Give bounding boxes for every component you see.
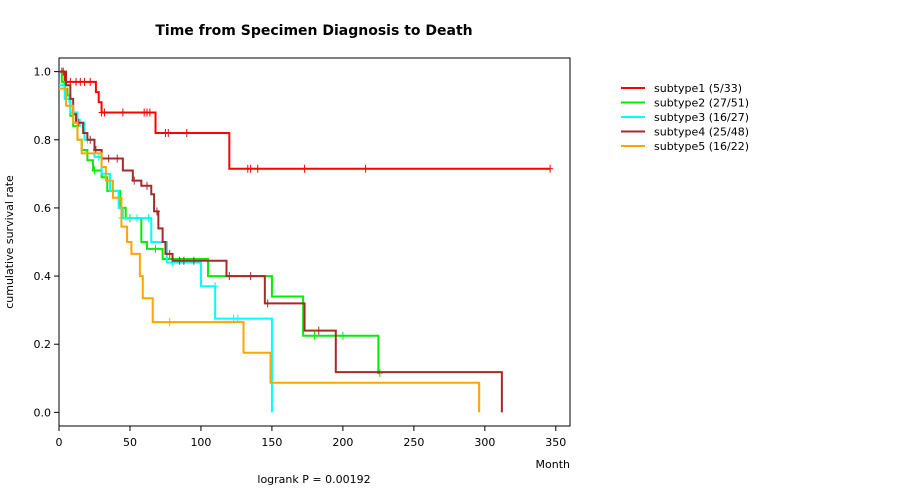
series-5 (59, 87, 481, 413)
legend-entry: subtype4 (25/48) (654, 126, 749, 139)
series-4 (59, 67, 503, 413)
x-axis-label: Month (536, 458, 571, 471)
legend-entry: subtype5 (16/22) (654, 140, 749, 153)
x-tick-label: 0 (56, 436, 63, 449)
x-tick-label: 150 (261, 436, 282, 449)
logrank-annotation: logrank P = 0.00192 (257, 473, 370, 486)
censor-mark (183, 128, 190, 137)
x-axis: 0 50 100 150 200 250 300 350 (56, 426, 566, 449)
censor-mark (101, 108, 108, 117)
censor-mark (87, 77, 94, 86)
censor-mark (81, 77, 88, 86)
censor-mark (166, 249, 173, 258)
censor-mark (166, 318, 173, 327)
censor-mark (134, 214, 141, 223)
censor-mark (91, 166, 98, 175)
censor-mark (105, 154, 112, 163)
censor-mark (180, 256, 187, 265)
censor-mark (114, 154, 121, 163)
censor-mark (301, 164, 308, 173)
censor-mark (264, 299, 271, 308)
survival-curve-line (59, 70, 380, 375)
censor-mark (247, 164, 254, 173)
x-tick-label: 300 (474, 436, 495, 449)
x-tick-label: 350 (545, 436, 566, 449)
y-axis-label: cumulative survival rate (3, 175, 16, 309)
censor-mark (212, 282, 219, 291)
survival-curve-line (59, 84, 273, 413)
censor-mark (145, 214, 152, 223)
survival-curve-line (59, 70, 503, 413)
censor-mark (254, 164, 261, 173)
x-tick-label: 200 (332, 436, 353, 449)
y-tick-label: 0.8 (34, 134, 52, 147)
censor-mark (131, 176, 138, 185)
legend-entry: subtype2 (27/51) (654, 97, 749, 110)
censor-mark (339, 331, 346, 340)
y-tick-label: 0.0 (34, 406, 52, 419)
survival-curves (58, 67, 554, 413)
censor-mark (362, 164, 369, 173)
x-tick-label: 50 (123, 436, 137, 449)
legend-entry: subtype3 (16/27) (654, 111, 749, 124)
censor-mark (146, 108, 153, 117)
censor-mark (144, 181, 151, 190)
censor-mark (60, 67, 67, 76)
y-tick-label: 1.0 (34, 66, 52, 79)
censor-mark (547, 164, 554, 173)
series-1 (58, 67, 554, 173)
censor-mark (315, 326, 322, 335)
plot-frame (58, 57, 571, 427)
x-tick-label: 250 (403, 436, 424, 449)
y-tick-label: 0.4 (34, 270, 52, 283)
censor-mark (190, 256, 197, 265)
censor-mark (153, 207, 160, 216)
x-tick-label: 100 (190, 436, 211, 449)
censor-mark (376, 369, 383, 378)
chart-title: Time from Specimen Diagnosis to Death (155, 23, 472, 39)
survival-curve-line (59, 87, 481, 413)
legend-entry: subtype1 (5/33) (654, 82, 742, 95)
survival-curve-line (59, 70, 551, 170)
censor-mark (87, 135, 94, 144)
y-tick-label: 0.6 (34, 202, 52, 215)
y-tick-label: 0.2 (34, 338, 52, 351)
censor-mark (247, 272, 254, 281)
censor-mark (311, 331, 318, 340)
censor-mark (165, 128, 172, 137)
censor-mark (226, 272, 233, 281)
legend: subtype1 (5/33) subtype2 (27/51)subtype3 … (621, 82, 749, 153)
censor-mark (119, 108, 126, 117)
y-axis: 0.0 0.2 0.4 0.6 0.8 1.0 (34, 66, 59, 419)
censor-mark (152, 244, 159, 253)
